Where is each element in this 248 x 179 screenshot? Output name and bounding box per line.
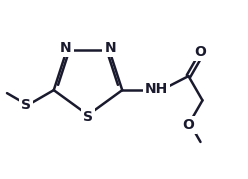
Text: N: N [104, 41, 116, 55]
Text: S: S [83, 110, 93, 124]
Text: O: O [183, 118, 194, 132]
Text: N: N [60, 41, 72, 55]
Text: NH: NH [145, 82, 168, 96]
Text: S: S [21, 98, 31, 112]
Text: O: O [194, 45, 206, 59]
